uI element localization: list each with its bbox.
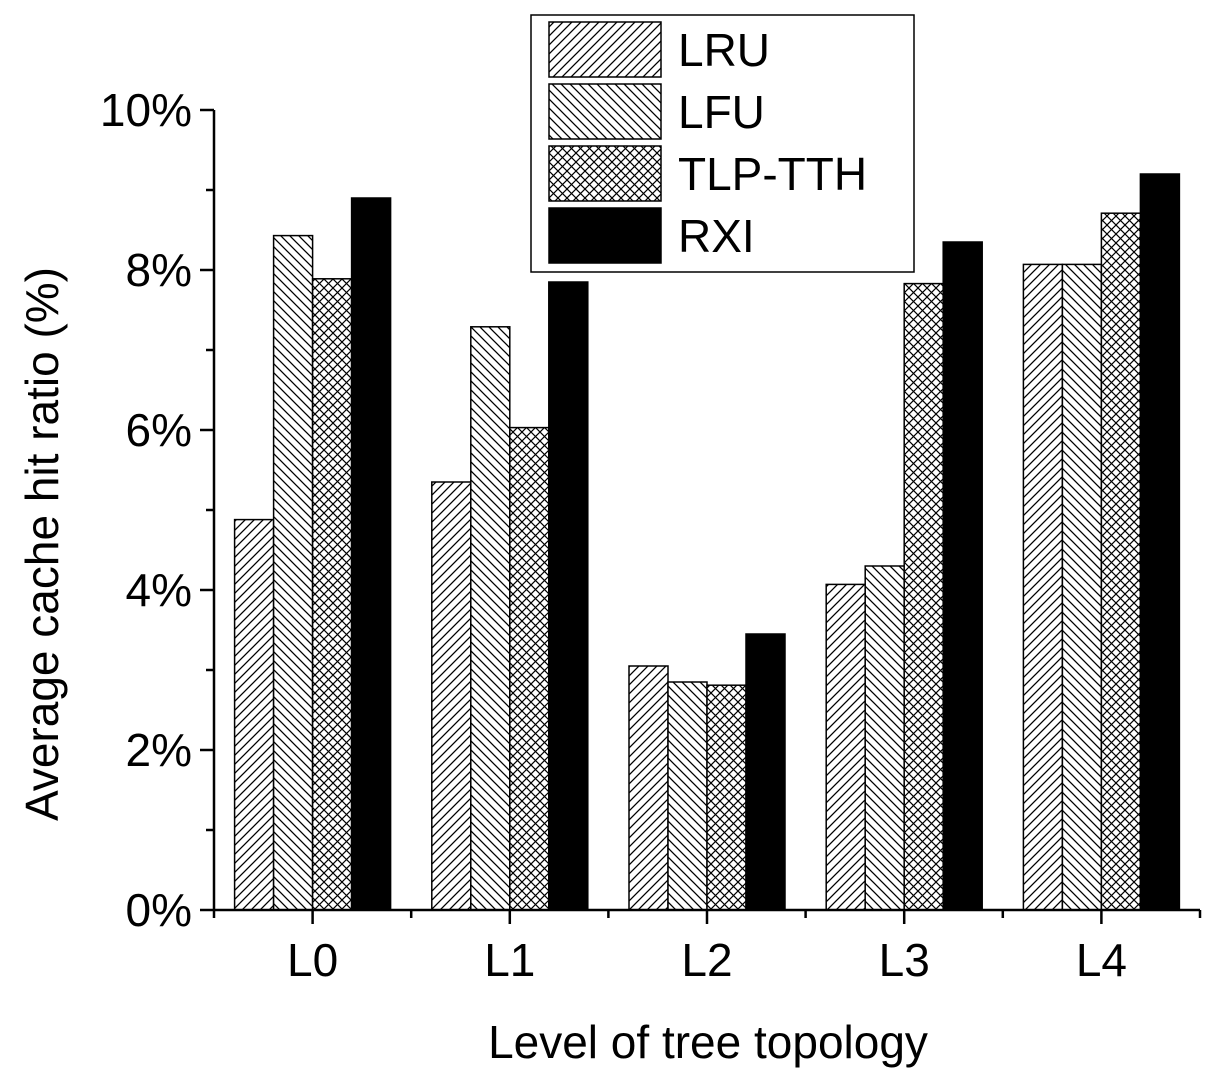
bar-lru-l4 xyxy=(1022,263,1064,911)
legend-swatch-lru xyxy=(548,21,662,78)
bar-lfu-l0 xyxy=(272,234,314,911)
bars-layer xyxy=(233,173,1181,911)
bar-tlp-tth-l3 xyxy=(903,282,944,911)
bar-lfu-l4 xyxy=(1061,263,1103,911)
y-tick-label: 6% xyxy=(126,404,192,456)
legend-label: LRU xyxy=(678,24,770,76)
legend-swatch-lfu xyxy=(548,83,662,140)
bar-lru-l1 xyxy=(431,481,472,911)
y-tick-label: 0% xyxy=(126,884,192,936)
bar-rxi-l4 xyxy=(1139,173,1181,911)
legend-swatch-rxi xyxy=(548,207,662,264)
bar-lfu-l2 xyxy=(667,681,708,911)
bar-rxi-l0 xyxy=(350,197,392,911)
bar-lru-l3 xyxy=(825,583,866,911)
bar-rxi-l2 xyxy=(745,633,786,911)
y-tick-label: 2% xyxy=(126,724,192,776)
x-tick-label: L4 xyxy=(1076,934,1127,986)
bar-tlp-tth-l2 xyxy=(706,684,747,911)
legend-label: LFU xyxy=(678,86,765,138)
bar-lfu-l1 xyxy=(470,326,511,911)
bar-tlp-tth-l4 xyxy=(1100,212,1142,911)
bar-lru-l2 xyxy=(628,665,669,911)
bar-rxi-l3 xyxy=(942,241,983,911)
x-tick-label: L3 xyxy=(879,934,930,986)
x-axis-title: Level of tree topology xyxy=(488,1016,928,1068)
x-tick-label: L2 xyxy=(681,934,732,986)
legend: LRU LFU TLP-TTH RXI xyxy=(530,14,915,273)
bar-lfu-l3 xyxy=(864,565,905,911)
x-tick-label: L1 xyxy=(484,934,535,986)
axes-layer xyxy=(200,108,1202,924)
bar-rxi-l1 xyxy=(548,281,589,911)
legend-label: RXI xyxy=(678,210,755,262)
y-tick-label: 10% xyxy=(100,84,192,136)
y-tick-label: 4% xyxy=(126,564,192,616)
bar-tlp-tth-l0 xyxy=(311,278,353,911)
labels-layer: 0% 2% 4% 6% 8% 10% L0 L1 L2 L3 L4 xyxy=(100,84,1127,986)
y-tick-label: 8% xyxy=(126,244,192,296)
bar-tlp-tth-l1 xyxy=(509,426,550,911)
x-tick-label: L0 xyxy=(287,934,338,986)
legend-swatch-tlp-tth xyxy=(548,145,662,202)
y-axis-title: Average cache hit ratio (%) xyxy=(16,267,68,821)
legend-label: TLP-TTH xyxy=(678,148,867,200)
bar-lru-l0 xyxy=(233,518,275,911)
